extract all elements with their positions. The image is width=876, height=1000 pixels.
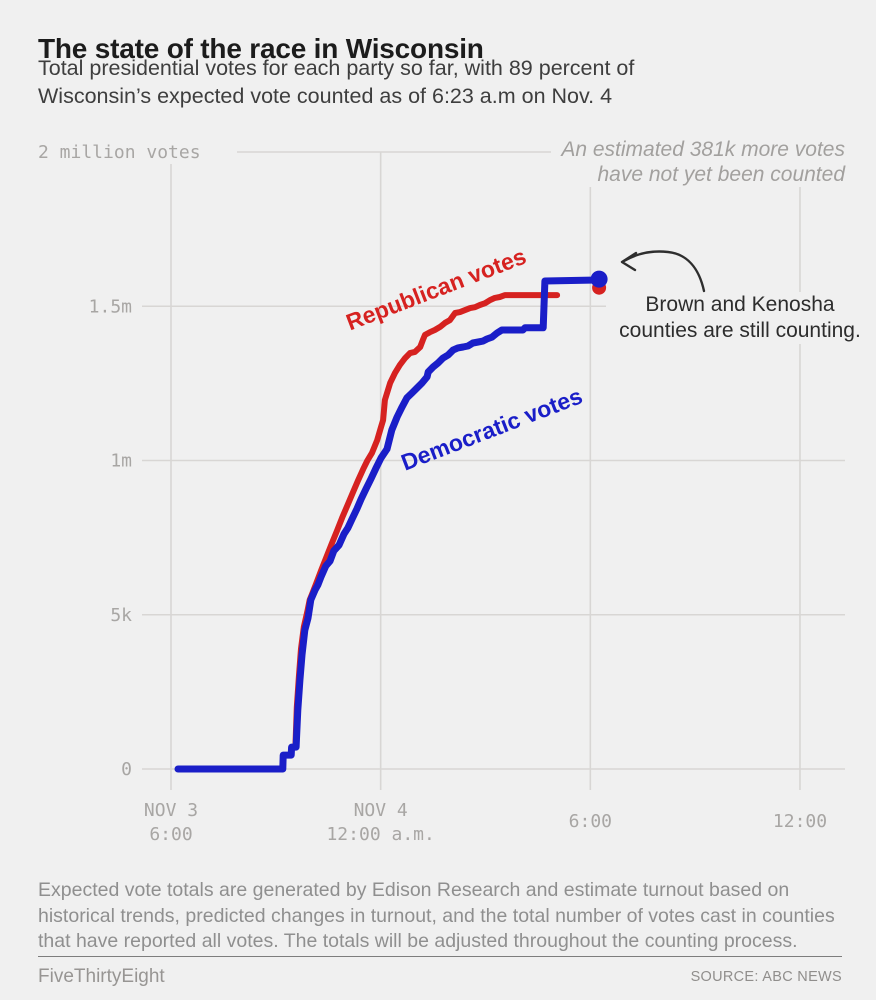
note-line-2: historical trends, predicted changes in … [38,904,835,927]
democratic-line [174,276,601,773]
note-line-1: Expected vote totals are generated by Ed… [38,879,790,901]
y-tick-label: 1m [110,451,132,472]
methodology-note: Expected vote totals are generated by Ed… [38,878,868,955]
x-tick-label: 12:00 a.m. [326,824,434,845]
estimate-line-1: An estimated 381k more votes [561,138,845,161]
x-tick-label: 6:00 [569,811,612,832]
footer-divider [38,956,842,957]
gridlines [142,151,845,790]
x-tick-label: 12:00 [773,811,827,832]
democratic-end-dot [590,270,608,288]
y-tick-label: 0 [121,759,132,780]
source-credit: SOURCE: ABC NEWS [690,969,842,985]
chart-subtitle: Total presidential votes for each party … [38,54,858,110]
axis-tick-labels: 0 5k 1m 1.5m 2 million votes NOV 3 6:00 NOV 4 12… [38,142,827,845]
brand-credit: FiveThirtyEight [38,966,165,987]
x-tick-label: 6:00 [149,824,192,845]
x-tick-label: NOV 4 [354,800,408,821]
note-line-3: that have reported all votes. The totals… [38,930,798,952]
y-tick-label: 2 million votes [38,142,201,163]
subtitle-line-2: Wisconsin’s expected vote counted as of … [38,84,613,108]
estimate-annotation: An estimated 381k more votes have not ye… [551,137,845,187]
republican-line [175,292,561,772]
counting-annotation: Brown and Kenosha counties are still cou… [606,292,874,344]
subtitle-line-1: Total presidential votes for each party … [38,56,635,80]
counting-line-1: Brown and Kenosha [645,293,835,316]
y-tick-label: 1.5m [89,296,132,317]
page-title: The state of the race in Wisconsin [38,32,484,64]
x-tick-label: NOV 3 [144,800,198,821]
estimate-line-2: have not yet been counted [597,163,845,186]
counting-line-2: counties are still counting. [619,319,861,342]
y-tick-label: 5k [110,605,132,626]
